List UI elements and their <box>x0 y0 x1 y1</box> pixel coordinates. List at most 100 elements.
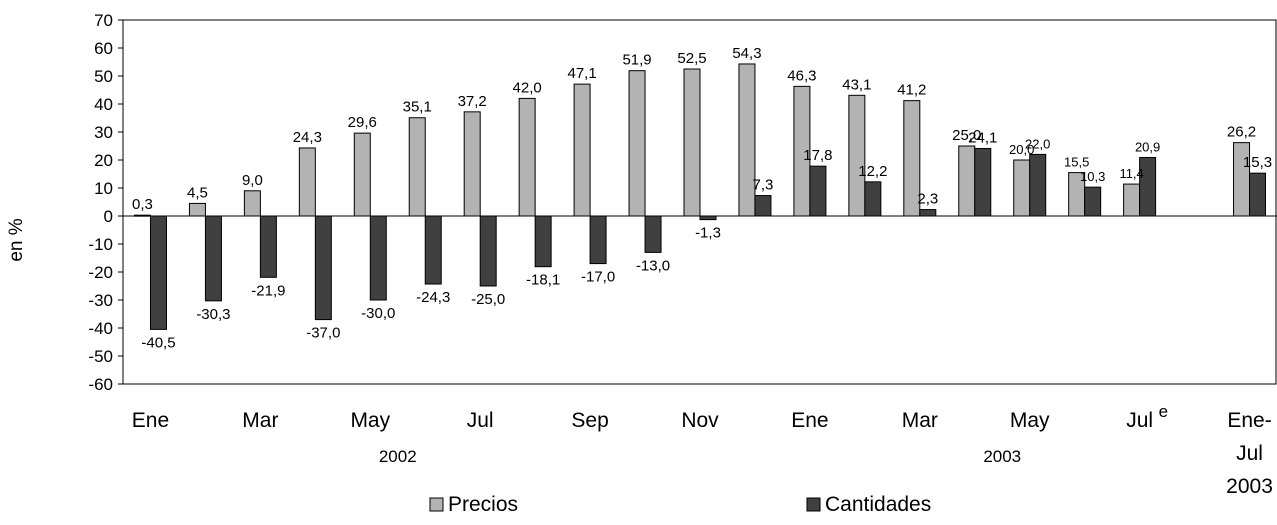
legend: Precios Cantidades <box>429 493 931 516</box>
data-label-precios: 11,4 <box>1119 166 1143 181</box>
y-tick-label: 20 <box>94 151 113 170</box>
x-category-label: May <box>350 409 390 432</box>
x-category-label: Mar <box>902 409 938 432</box>
data-label-precios: 41,2 <box>897 82 926 99</box>
bar-precios <box>518 97 536 217</box>
y-tick-label: 0 <box>104 207 113 226</box>
bar-cantidades <box>1139 156 1157 217</box>
bar-cantidades <box>809 165 827 217</box>
x-year-label: 2002 <box>379 447 417 466</box>
data-label-cantidades: 10,3 <box>1080 169 1105 184</box>
data-label-cantidades: -18,1 <box>526 272 560 289</box>
y-tick-label: -60 <box>88 375 113 394</box>
data-label-precios: 42,0 <box>513 79 542 96</box>
bar-precios <box>958 145 976 217</box>
data-label-precios: 25,0 <box>952 127 981 144</box>
x-category-label: Ene <box>791 409 828 432</box>
bar-cantidades <box>424 215 442 285</box>
x-category-label: Sep <box>571 409 608 432</box>
x-category-label: Ene- <box>1227 409 1271 432</box>
bar-precios <box>408 117 426 217</box>
data-label-cantidades: 2,3 <box>917 191 938 208</box>
data-label-precios: 46,3 <box>787 67 816 84</box>
data-label-precios: 4,5 <box>187 184 208 201</box>
data-label-cantidades: -21,9 <box>251 282 285 299</box>
bar-precios <box>243 190 261 217</box>
bar-cantidades <box>149 215 167 330</box>
data-label-precios: 15,5 <box>1064 155 1089 170</box>
legend-item-cantidades: Cantidades <box>806 493 931 516</box>
y-tick-label: 50 <box>94 67 113 86</box>
bar-precios <box>793 85 811 217</box>
bar-cantidades <box>919 209 937 217</box>
data-label-cantidades: 24,1 <box>968 130 997 147</box>
data-label-cantidades: -1,3 <box>695 225 721 242</box>
data-label-cantidades: -25,0 <box>471 291 505 308</box>
bar-cantidades <box>204 215 222 302</box>
bar-cantidades <box>754 195 772 217</box>
bar-precios <box>353 132 371 217</box>
x-category-label: Ene <box>132 409 169 432</box>
data-label-precios: 9,0 <box>242 172 263 189</box>
bar-cantidades <box>1249 172 1267 217</box>
bar-cantidades <box>534 215 552 268</box>
bar-cantidades <box>644 215 662 253</box>
plot-frame <box>122 19 1277 385</box>
legend-label-cantidades: Cantidades <box>825 493 931 516</box>
bar-precios <box>573 83 591 217</box>
x-category-label: Jul <box>1126 409 1153 432</box>
data-label-precios: 37,2 <box>458 93 487 110</box>
x-year-label: 2003 <box>983 447 1021 466</box>
data-label-precios: 54,3 <box>732 45 761 62</box>
x-category-label: Nov <box>681 409 719 432</box>
data-label-precios: 20,0 <box>1009 142 1034 157</box>
legend-label-precios: Precios <box>448 493 518 516</box>
bar-precios <box>683 68 701 217</box>
estimate-superscript: e <box>1159 402 1168 421</box>
bar-cantidades <box>369 215 387 301</box>
bar-precios <box>133 214 151 217</box>
x-category-label: 2003 <box>1226 475 1273 498</box>
data-label-precios: 47,1 <box>567 65 596 82</box>
bar-precios <box>628 70 646 217</box>
bar-cantidades <box>259 215 277 278</box>
bar-precios <box>738 63 756 217</box>
y-tick-label: 30 <box>94 123 113 142</box>
bar-cantidades <box>864 181 882 217</box>
bar-precios <box>1123 183 1141 217</box>
data-label-cantidades: 12,2 <box>858 163 887 180</box>
axes: 70 60 50 40 30 20 10 0 -10 -20 -30 -40 -50 -60 <box>88 11 1277 394</box>
bar-cantidades <box>1029 153 1047 217</box>
bar-cantidades <box>479 215 497 287</box>
data-label-precios: 29,6 <box>348 114 377 131</box>
y-tick-label: -30 <box>88 291 113 310</box>
bar-cantidades <box>699 215 717 221</box>
data-label-precios: 26,2 <box>1227 124 1256 141</box>
data-label-cantidades: 7,3 <box>753 177 774 194</box>
y-tick-label: -50 <box>88 347 113 366</box>
data-label-cantidades: 17,8 <box>803 147 832 164</box>
data-label-cantidades: -40,5 <box>141 334 175 351</box>
x-category-label: Jul <box>1236 442 1263 465</box>
y-tick-label: 10 <box>94 179 113 198</box>
bar-precios <box>848 94 866 217</box>
data-label-cantidades: -17,0 <box>581 269 615 286</box>
data-label-precios: 51,9 <box>622 52 651 69</box>
legend-swatch-cantidades <box>806 497 821 512</box>
data-label-precios: 0,3 <box>132 196 153 213</box>
data-label-precios: 35,1 <box>403 99 432 116</box>
bars <box>133 63 1267 330</box>
y-tick-label: -10 <box>88 235 113 254</box>
x-category-label: Mar <box>242 409 278 432</box>
y-tick-label: -40 <box>88 319 113 338</box>
x-axis-labels: Ene Mar May Jul Sep Nov Ene Mar May Jul e Ene-Jul20… <box>132 402 1273 498</box>
data-label-cantidades: -30,3 <box>196 306 230 323</box>
data-label-precios: 43,1 <box>842 76 871 93</box>
x-category-label: May <box>1010 409 1050 432</box>
bar-cantidades <box>1084 186 1102 217</box>
legend-item-precios: Precios <box>429 493 518 516</box>
data-label-precios: 24,3 <box>293 129 322 146</box>
data-label-cantidades: -24,3 <box>416 289 450 306</box>
